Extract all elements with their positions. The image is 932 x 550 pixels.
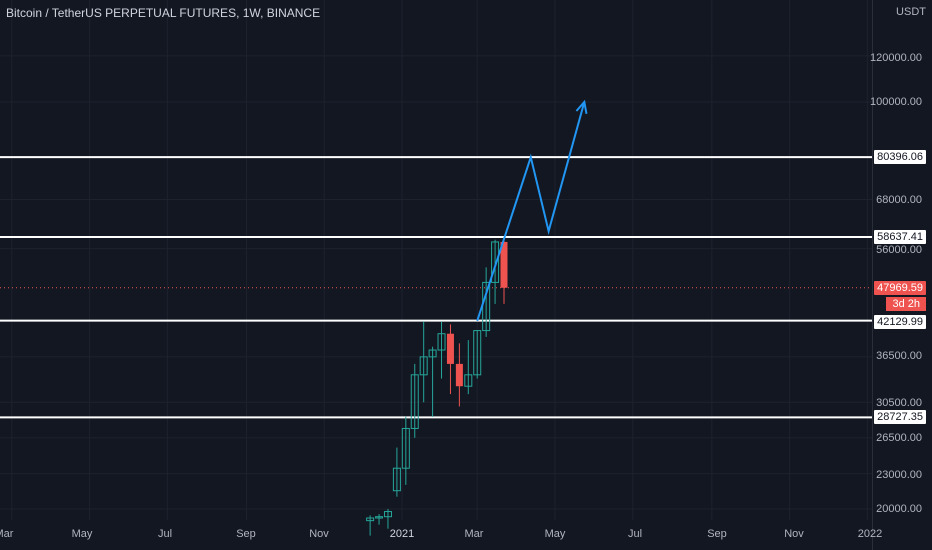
candle-body <box>473 330 482 376</box>
currency-label[interactable]: USDT <box>896 6 926 18</box>
y-tick-label: 68000.00 <box>876 194 922 206</box>
x-tick-label: Sep <box>707 528 727 540</box>
level-label[interactable]: 42129.99 <box>874 315 926 329</box>
bar-countdown-label: 3d 2h <box>886 297 926 311</box>
y-tick-label: 36500.00 <box>876 350 922 362</box>
candle-body <box>401 427 410 469</box>
candle-body <box>446 333 454 364</box>
currency-text: USDT <box>896 6 926 18</box>
candle-body <box>464 374 473 387</box>
symbol-title: Bitcoin / TetherUS PERPETUAL FUTURES, 1W… <box>6 6 321 20</box>
candle-body <box>500 241 508 288</box>
candle-body <box>392 467 401 492</box>
x-tick-label: Mar <box>0 528 14 540</box>
projection-path <box>476 101 586 322</box>
x-tick-label: Sep <box>236 528 256 540</box>
candle-body <box>428 349 437 358</box>
candle-body <box>375 516 384 519</box>
candle-body <box>437 333 446 351</box>
projection-arrow-head <box>575 99 588 114</box>
x-tick-label: 2022 <box>857 528 883 540</box>
x-tick-label: Nov <box>309 528 329 540</box>
x-tick-label: Jul <box>157 528 173 540</box>
x-tick-label: Jul <box>627 528 643 540</box>
level-label[interactable]: 58637.41 <box>874 230 926 244</box>
y-tick-label: 120000.00 <box>870 52 922 64</box>
x-tick-label: May <box>544 528 566 540</box>
y-tick-label: 56000.00 <box>876 244 922 256</box>
x-tick-label: Mar <box>464 528 484 540</box>
candle-body <box>366 517 375 522</box>
x-tick-label: 2021 <box>389 528 415 540</box>
candle-body <box>410 374 419 429</box>
y-tick-label: 30500.00 <box>876 397 922 409</box>
level-label[interactable]: 80396.06 <box>874 150 926 164</box>
candle-body <box>455 363 463 387</box>
price-axis-separator <box>872 0 873 550</box>
x-tick-label: Nov <box>784 528 804 540</box>
candle-body <box>419 356 428 376</box>
y-tick-label: 26500.00 <box>876 432 922 444</box>
x-tick-label: May <box>71 528 93 540</box>
candle-body <box>491 241 500 283</box>
y-tick-label: 23000.00 <box>876 469 922 481</box>
y-tick-label: 100000.00 <box>870 96 922 108</box>
level-label[interactable]: 28727.35 <box>874 410 926 424</box>
candle-body <box>383 511 392 518</box>
y-tick-label: 20000.00 <box>876 503 922 515</box>
current-price-label: 47969.59 <box>874 281 926 295</box>
